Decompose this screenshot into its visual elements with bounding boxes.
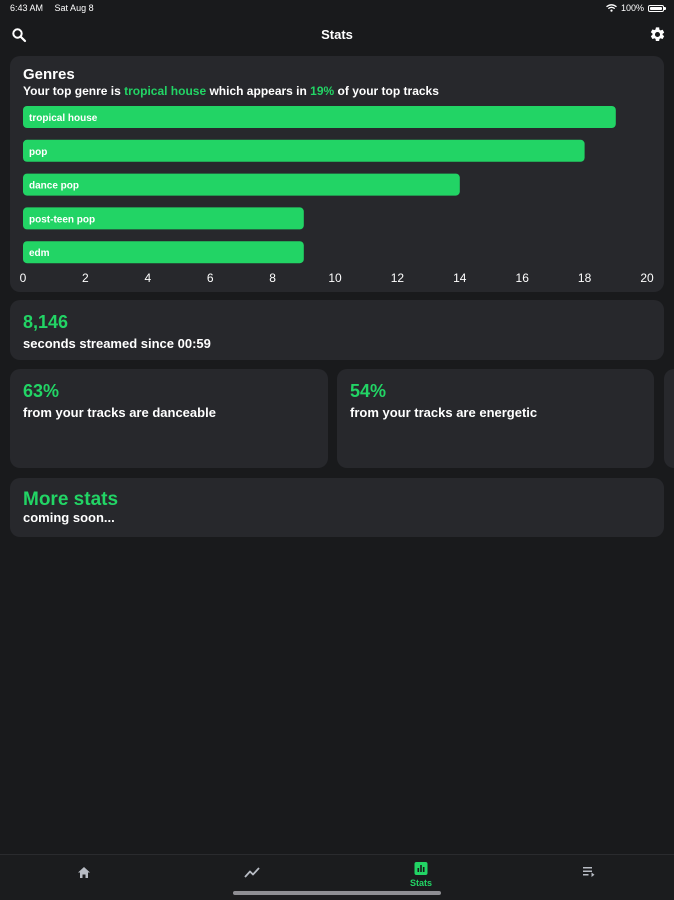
- home-indicator: [233, 891, 441, 895]
- queue-icon: [583, 867, 595, 877]
- status-bar: 6:43 AM Sat Aug 8 100%: [0, 0, 674, 16]
- genre-bar-label: post-teen pop: [29, 214, 95, 225]
- genre-bar-label: dance pop: [29, 181, 79, 192]
- battery-icon: [648, 4, 666, 12]
- genre-bar: [23, 139, 585, 162]
- status-left: 6:43 AM Sat Aug 8: [10, 3, 94, 13]
- genre-bar: [23, 241, 304, 264]
- subtitle-prefix: Your top genre is: [23, 84, 125, 98]
- x-tick-label: 10: [328, 271, 342, 285]
- wifi-icon: [606, 4, 617, 12]
- page-title: Stats: [321, 27, 353, 42]
- x-tick-label: 18: [578, 271, 592, 285]
- status-right: 100%: [606, 3, 666, 13]
- search-icon[interactable]: [11, 27, 27, 43]
- tab-stats[interactable]: Stats: [337, 855, 505, 895]
- genre-bar: [23, 106, 616, 128]
- home-icon: [78, 867, 90, 878]
- tab-queue[interactable]: [505, 855, 673, 895]
- more-stats-card: More stats coming soon...: [10, 478, 664, 537]
- x-tick-label: 6: [207, 271, 214, 285]
- x-tick-label: 14: [453, 271, 467, 285]
- danceable-value: 63%: [23, 381, 60, 401]
- genre-bar-label: edm: [29, 248, 50, 259]
- x-tick-label: 12: [391, 271, 405, 285]
- x-tick-label: 2: [82, 271, 89, 285]
- next-stat-card-peek[interactable]: [664, 369, 674, 468]
- trending-icon: [244, 867, 260, 878]
- genres-card: Genres Your top genre is tropical house …: [10, 56, 664, 292]
- genre-bar: [23, 173, 460, 196]
- genre-bar-label: pop: [29, 147, 47, 158]
- tab-stats-label: Stats: [409, 878, 432, 888]
- stats-icon: [414, 862, 428, 875]
- energetic-card: 54% from your tracks are energetic: [337, 369, 654, 468]
- top-bar: Stats: [0, 20, 674, 50]
- x-tick-label: 8: [269, 271, 276, 285]
- tab-trends[interactable]: [168, 855, 336, 895]
- status-date: Sat Aug 8: [54, 3, 94, 13]
- energetic-value: 54%: [350, 381, 387, 401]
- seconds-streamed-card: 8,146 seconds streamed since 00:59: [10, 300, 664, 360]
- x-tick-label: 4: [144, 271, 151, 285]
- status-time: 6:43 AM: [10, 3, 44, 13]
- x-tick-label: 16: [516, 271, 530, 285]
- x-tick-label: 20: [640, 271, 654, 285]
- top-genre-percent: 19%: [310, 84, 335, 98]
- top-genre: tropical house: [124, 84, 207, 98]
- more-stats-label: coming soon...: [23, 510, 115, 525]
- gear-icon[interactable]: [649, 26, 666, 43]
- genres-subtitle: Your top genre is tropical house which a…: [23, 84, 439, 98]
- genres-title: Genres: [23, 66, 75, 83]
- danceable-card: 63% from your tracks are danceable: [10, 369, 328, 468]
- more-stats-title: More stats: [23, 489, 119, 510]
- energetic-label: from your tracks are energetic: [350, 405, 538, 420]
- subtitle-mid: which appears in: [206, 84, 311, 98]
- battery-percent: 100%: [620, 3, 644, 13]
- tab-home[interactable]: [0, 855, 168, 895]
- genre-bar-chart: tropical house pop dance pop post-teen pop e…: [20, 106, 654, 285]
- subtitle-suffix: of your top tracks: [334, 84, 439, 98]
- seconds-value: 8,146: [23, 312, 69, 332]
- x-tick-label: 0: [20, 271, 27, 285]
- danceable-label: from your tracks are danceable: [23, 405, 216, 420]
- battery-fill: [650, 6, 662, 10]
- seconds-label: seconds streamed since 00:59: [23, 336, 211, 351]
- genre-bar-label: tropical house: [29, 113, 98, 124]
- genre-bar: [23, 207, 304, 230]
